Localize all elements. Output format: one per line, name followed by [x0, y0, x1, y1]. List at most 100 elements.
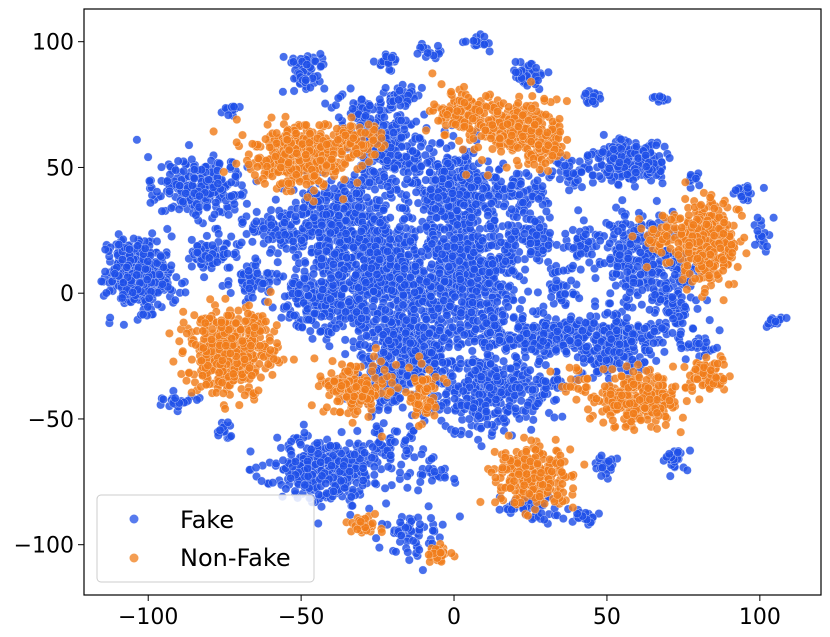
point-fake	[511, 403, 521, 413]
point-fake	[437, 249, 447, 259]
point-fake	[143, 257, 153, 266]
point-fake	[337, 427, 347, 437]
point-fake	[357, 95, 367, 104]
point-fake	[411, 187, 421, 197]
point-fake	[448, 371, 458, 381]
point-fake	[289, 86, 299, 96]
point-fake	[152, 187, 162, 197]
point-fake	[299, 420, 309, 430]
point-fake	[526, 425, 536, 435]
point-fake	[290, 457, 300, 467]
point-fake	[309, 269, 319, 279]
point-fake	[138, 310, 148, 319]
point-fake	[213, 179, 223, 189]
point-fake	[231, 171, 240, 181]
point-fake	[402, 471, 412, 481]
point-fake	[346, 492, 356, 502]
point-fake	[530, 216, 540, 226]
point-fake	[499, 356, 509, 366]
point-fake	[156, 251, 166, 261]
point-fake	[525, 238, 535, 248]
point-fake	[400, 280, 410, 290]
point-fake	[518, 198, 528, 208]
point-fake	[302, 60, 312, 70]
point-fake	[334, 112, 344, 122]
point-fake	[409, 305, 419, 314]
point-fake	[370, 478, 380, 488]
point-fake	[315, 49, 325, 59]
point-fake	[501, 256, 511, 266]
point-fake	[396, 531, 406, 541]
point-fake	[288, 57, 298, 67]
point-fake	[244, 283, 254, 293]
point-fake	[410, 287, 420, 297]
point-fake	[427, 239, 437, 249]
point-fake	[179, 166, 189, 176]
point-fake	[464, 414, 474, 424]
point-fake	[532, 230, 542, 240]
point-fake	[415, 477, 425, 487]
point-fake	[414, 133, 424, 143]
point-fake	[327, 220, 337, 230]
point-fake	[222, 249, 232, 259]
point-fake	[481, 318, 491, 328]
point-fake	[321, 210, 331, 220]
point-fake	[492, 297, 502, 307]
point-fake	[379, 347, 389, 357]
point-fake	[321, 246, 331, 256]
point-fake	[308, 334, 317, 344]
point-fake	[157, 206, 167, 216]
point-fake	[349, 242, 358, 252]
point-fake	[354, 202, 364, 212]
point-fake	[225, 263, 234, 273]
point-fake	[452, 205, 462, 215]
point-fake	[424, 501, 434, 511]
point-fake	[340, 349, 350, 359]
point-fake	[379, 418, 389, 428]
point-fake	[369, 57, 379, 67]
point-fake	[405, 272, 415, 282]
point-fake	[175, 181, 185, 191]
point-fake	[105, 313, 115, 323]
point-fake	[339, 284, 349, 293]
point-fake	[276, 443, 286, 453]
point-fake	[485, 382, 495, 392]
point-fake	[204, 253, 214, 263]
point-fake	[419, 205, 429, 215]
point-fake	[430, 467, 439, 477]
point-fake	[448, 322, 458, 332]
point-fake	[128, 288, 138, 297]
point-fake	[425, 167, 435, 177]
point-fake	[449, 474, 459, 484]
point-fake	[405, 236, 415, 246]
point-fake	[170, 393, 180, 403]
point-fake	[379, 112, 389, 122]
point-fake	[324, 341, 334, 351]
point-fake	[354, 283, 363, 293]
point-fake	[473, 175, 483, 185]
point-fake	[272, 433, 282, 443]
point-fake	[457, 297, 467, 307]
point-fake	[336, 300, 346, 310]
point-fake	[557, 412, 567, 422]
point-fake	[143, 302, 153, 312]
point-fake	[184, 140, 194, 150]
point-fake	[360, 340, 370, 350]
point-fake	[449, 242, 459, 252]
point-fake	[402, 446, 411, 455]
point-fake	[286, 437, 296, 446]
point-fake	[171, 165, 181, 175]
point-fake	[469, 36, 478, 46]
point-fake	[346, 84, 356, 93]
point-fake	[280, 230, 290, 240]
point-fake	[314, 228, 324, 238]
point-fake	[435, 138, 445, 148]
point-fake	[513, 255, 523, 265]
point-fake	[365, 101, 375, 111]
point-fake	[405, 338, 415, 348]
point-fake	[461, 37, 471, 47]
point-fake	[434, 303, 443, 313]
point-fake	[271, 195, 281, 205]
points-layer	[96, 29, 791, 575]
point-fake	[539, 515, 549, 525]
